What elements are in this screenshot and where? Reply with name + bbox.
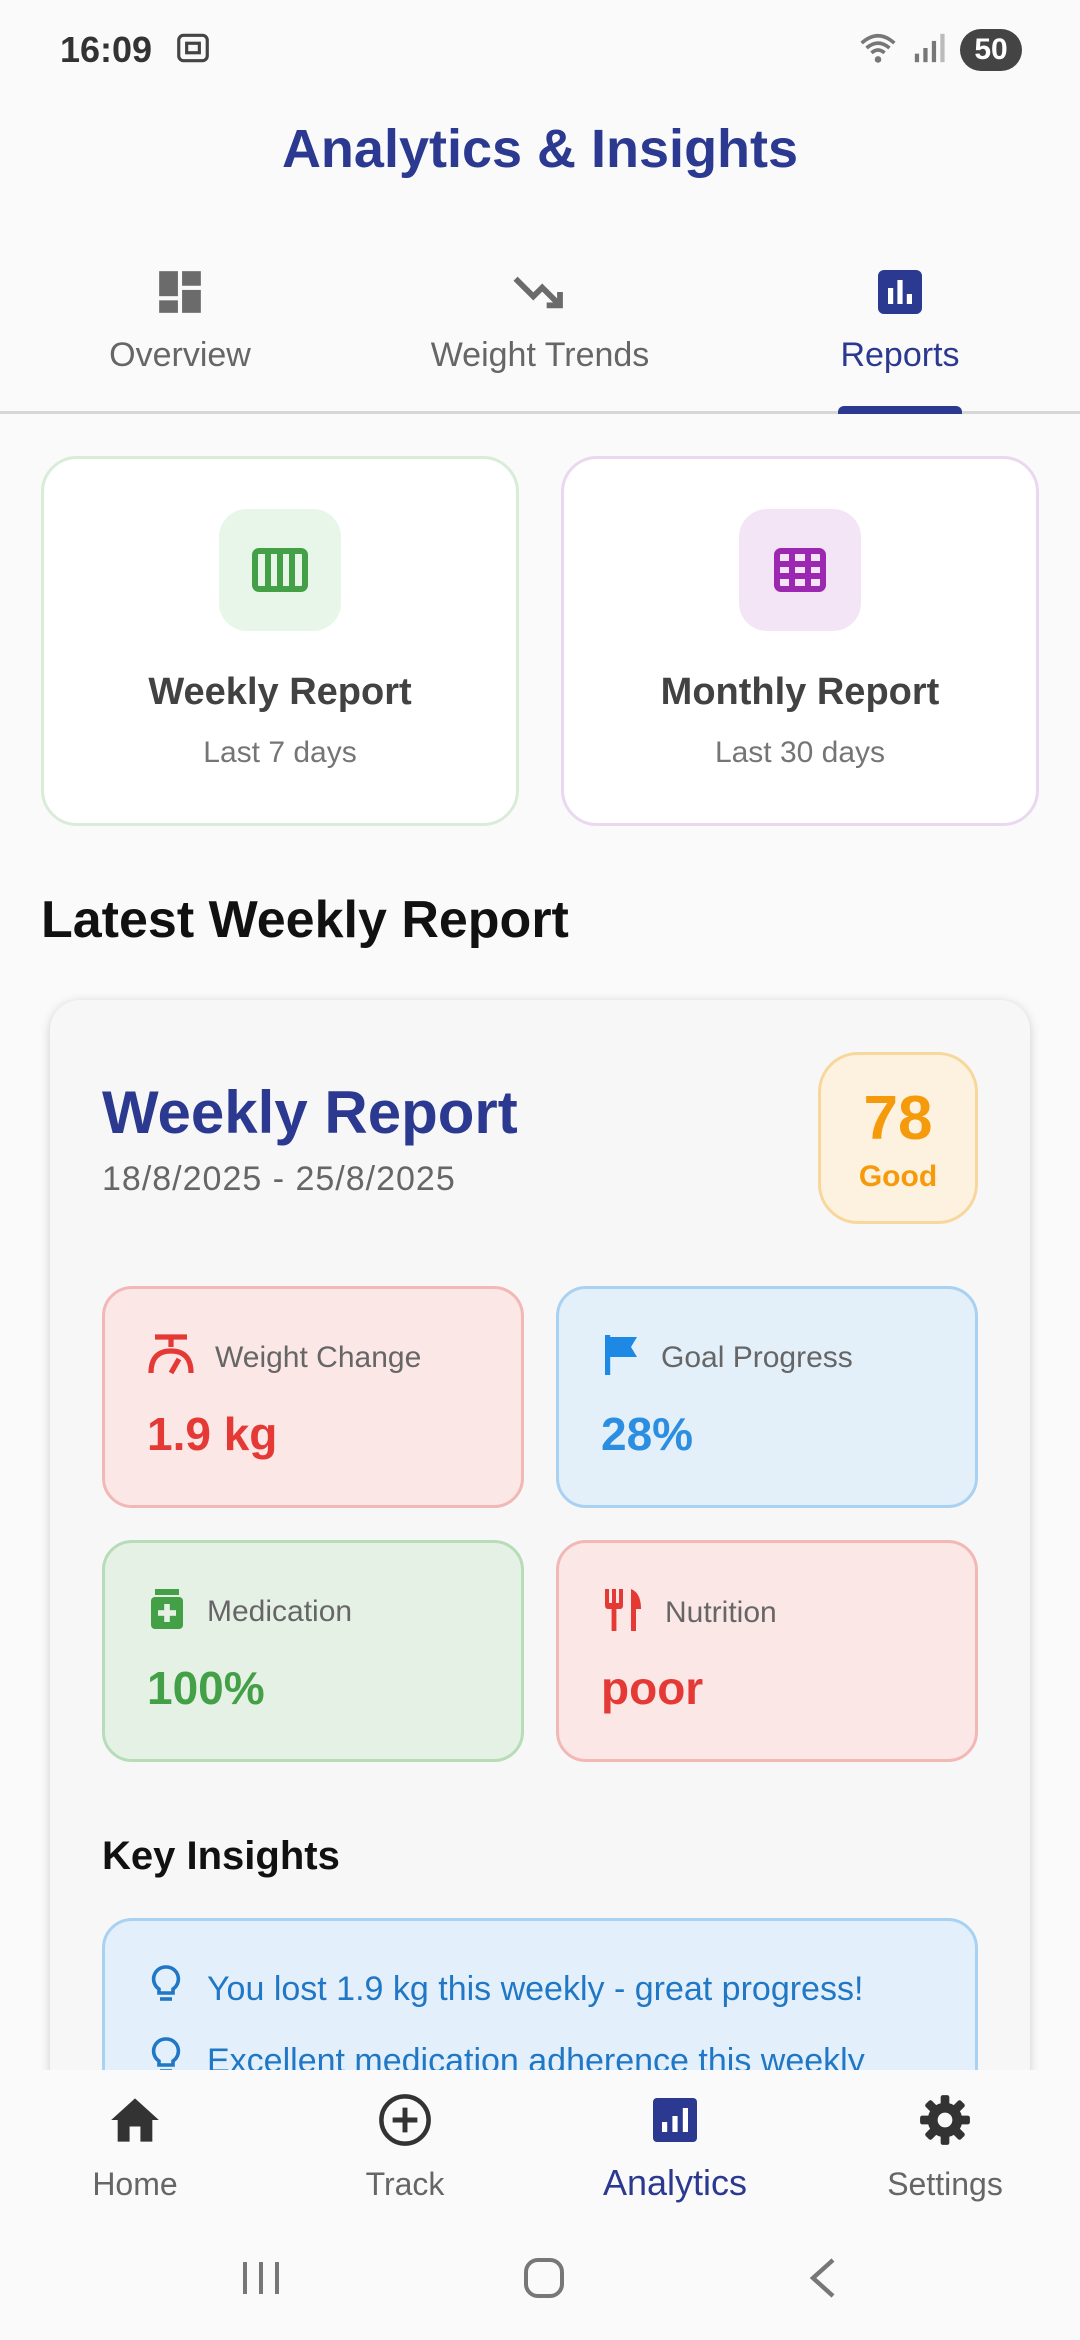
medication-icon	[147, 1587, 187, 1636]
screenshot-icon	[174, 29, 212, 72]
score-value: 78	[863, 1083, 933, 1153]
view-week-icon	[219, 509, 341, 631]
nav-analytics[interactable]: Analytics	[540, 2070, 810, 2220]
dashboard-icon	[155, 262, 205, 322]
goal-progress-value: 28%	[601, 1408, 694, 1460]
section-title: Latest Weekly Report	[41, 891, 569, 949]
back-button[interactable]	[805, 2256, 841, 2305]
battery-indicator: 50	[960, 29, 1022, 71]
status-bar: 16:09 50	[0, 0, 1080, 100]
report-title: Weekly Report	[102, 1079, 518, 1146]
monthly-report-title: Monthly Report	[660, 671, 940, 713]
weekly-report-card[interactable]: Weekly Report Last 7 days	[41, 456, 519, 826]
restaurant-icon	[601, 1587, 645, 1638]
tab-overview[interactable]: Overview	[0, 262, 360, 411]
insight-item: You lost 1.9 kg this weekly - great prog…	[151, 1965, 863, 2014]
nav-settings-label: Settings	[887, 2166, 1003, 2202]
latest-weekly-report-panel: Weekly Report 18/8/2025 - 25/8/2025 78 G…	[50, 1000, 1030, 2140]
active-tab-indicator	[838, 406, 962, 414]
nutrition-value: poor	[601, 1662, 704, 1714]
nutrition-label: Nutrition	[665, 1595, 777, 1629]
monthly-report-subtitle: Last 30 days	[714, 736, 886, 769]
nav-home[interactable]: Home	[0, 2070, 270, 2220]
weight-change-label: Weight Change	[215, 1340, 422, 1374]
tab-reports[interactable]: Reports	[720, 262, 1080, 414]
nav-track[interactable]: Track	[270, 2070, 540, 2220]
monthly-report-card[interactable]: Monthly Report Last 30 days	[561, 456, 1039, 826]
nutrition-card: Nutrition poor	[556, 1540, 978, 1762]
wifi-icon	[858, 30, 898, 71]
lightbulb-icon	[151, 1965, 181, 2014]
system-navigation-bar	[0, 2220, 1080, 2340]
insight-text: You lost 1.9 kg this weekly - great prog…	[207, 1970, 864, 2008]
nav-track-label: Track	[365, 2166, 445, 2202]
nav-analytics-label: Analytics	[602, 2162, 748, 2203]
home-icon	[109, 2090, 161, 2150]
tab-weight-trends[interactable]: Weight Trends	[360, 262, 720, 411]
key-insights-title: Key Insights	[102, 1834, 340, 1878]
score-label: Good	[858, 1159, 938, 1193]
flag-icon	[601, 1333, 641, 1382]
bottom-navigation: Home Track Analytics	[0, 2070, 1080, 2220]
weekly-report-title: Weekly Report	[148, 671, 412, 713]
weight-change-card: Weight Change 1.9 kg	[102, 1286, 524, 1508]
trending-down-icon	[513, 262, 567, 322]
home-button[interactable]	[522, 2256, 566, 2305]
medication-value: 100%	[147, 1662, 265, 1714]
nav-home-label: Home	[92, 2166, 178, 2202]
analytics-icon	[651, 2090, 699, 2150]
weight-change-value: 1.9 kg	[147, 1408, 278, 1460]
signal-icon	[912, 31, 946, 70]
recent-apps-button[interactable]	[239, 2258, 283, 2303]
report-date-range: 18/8/2025 - 25/8/2025	[102, 1160, 456, 1198]
page-title: Analytics & Insights	[281, 119, 799, 179]
score-badge: 78 Good	[818, 1052, 978, 1224]
status-time: 16:09	[60, 29, 153, 70]
gear-icon	[919, 2090, 971, 2150]
scale-icon	[147, 1333, 195, 1382]
weekly-report-subtitle: Last 7 days	[203, 736, 357, 769]
tab-overview-label: Overview	[109, 336, 251, 374]
tab-reports-label: Reports	[840, 336, 960, 374]
tab-bar: Overview Weight Trends Reports	[0, 262, 1080, 414]
calendar-grid-icon	[739, 509, 861, 631]
add-circle-icon	[378, 2090, 432, 2150]
goal-progress-label: Goal Progress	[661, 1340, 853, 1374]
medication-card: Medication 100%	[102, 1540, 524, 1762]
goal-progress-card: Goal Progress 28%	[556, 1286, 978, 1508]
medication-label: Medication	[207, 1594, 353, 1628]
bar-chart-icon	[876, 262, 924, 322]
nav-settings[interactable]: Settings	[810, 2070, 1080, 2220]
tab-weight-trends-label: Weight Trends	[430, 336, 650, 374]
